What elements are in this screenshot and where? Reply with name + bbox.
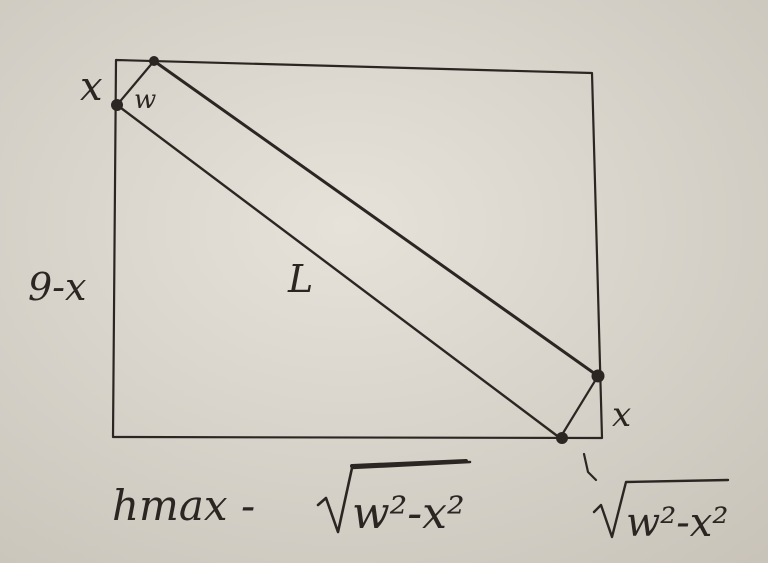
board-left-end	[115, 59, 156, 107]
sqrt-sign-right	[592, 478, 730, 539]
label-width: w	[134, 85, 156, 115]
board-top-edge	[152, 59, 600, 378]
label-sqrt-argument-left: w²-x²	[352, 488, 465, 539]
label-left-side: 9-x	[28, 265, 86, 309]
label-corner-top-left: x	[80, 64, 103, 110]
sqrt-overline-left	[350, 459, 468, 468]
label-hmax-expression: hmax -	[112, 481, 255, 530]
contact-point-top	[149, 56, 159, 66]
label-length: L	[287, 257, 313, 301]
contact-point-left	[111, 99, 123, 111]
contact-point-bottom	[556, 432, 568, 444]
label-corner-bottom-right: x	[612, 395, 631, 435]
board-bottom-edge	[115, 103, 562, 440]
board-right-end	[558, 374, 600, 440]
label-sqrt-argument-right: w²-x²	[626, 500, 728, 546]
outer-rectangle	[111, 58, 604, 440]
pointer-tick	[582, 452, 598, 482]
contact-point-right	[591, 369, 605, 383]
